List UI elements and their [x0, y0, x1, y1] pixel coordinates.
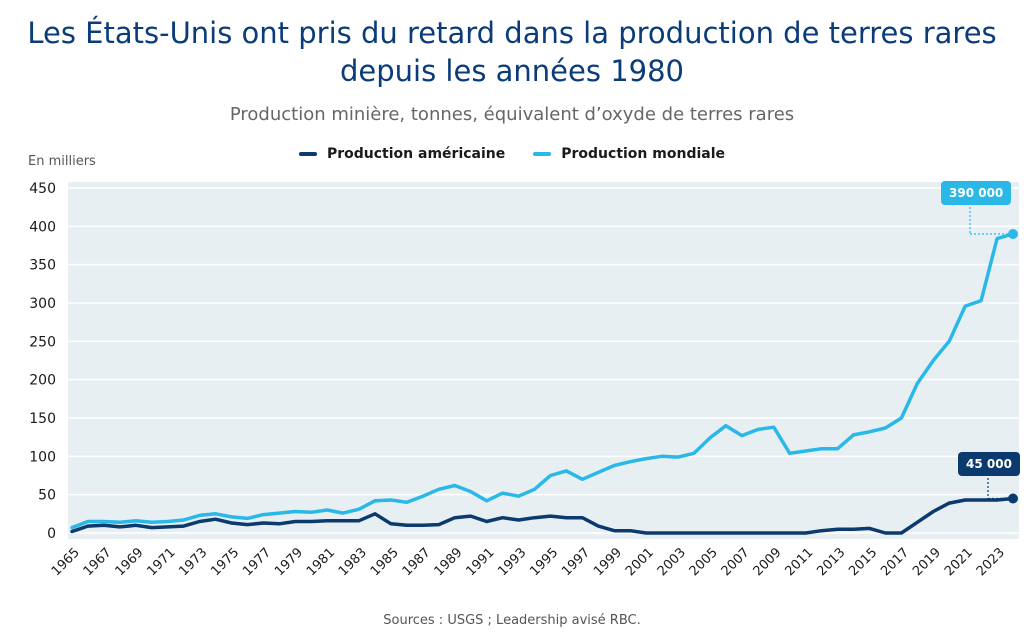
legend: Production américaine Production mondial…	[0, 146, 1024, 162]
x-tick-label-1997: 1997	[559, 545, 593, 579]
x-tick-label-1991: 1991	[463, 545, 497, 579]
x-tick-label-1979: 1979	[272, 545, 306, 579]
x-tick-label-2017: 2017	[878, 545, 912, 579]
x-tick-label-2011: 2011	[782, 545, 816, 579]
chart-title: Les États-Unis ont pris du retard dans l…	[0, 14, 1024, 90]
x-tick-label-1983: 1983	[336, 545, 370, 579]
y-tick-label-100: 100	[29, 449, 56, 465]
legend-swatch-world	[533, 152, 552, 156]
title-line-1: Les États-Unis ont pris du retard dans l…	[27, 16, 997, 50]
x-tick-label-1965: 1965	[49, 545, 83, 579]
x-tick-label-2019: 2019	[910, 545, 944, 579]
legend-item-us: Production américaine	[298, 146, 506, 162]
x-tick-label-2001: 2001	[623, 545, 657, 579]
end-point-us	[1008, 493, 1018, 504]
y-tick-label-250: 250	[29, 334, 56, 350]
series-line-us	[70, 496, 1015, 535]
y-tick-label-300: 300	[29, 296, 56, 312]
chart-subtitle: Production minière, tonnes, équivalent d…	[229, 104, 795, 125]
x-tick-label-1989: 1989	[432, 545, 466, 579]
y-tick-label-0: 0	[47, 526, 56, 542]
x-tick-label-1967: 1967	[81, 545, 115, 579]
x-tick-label-2021: 2021	[942, 545, 976, 579]
x-tick-label-1987: 1987	[400, 545, 434, 579]
y-tick-label-200: 200	[29, 373, 56, 389]
x-tick-label-1981: 1981	[304, 545, 338, 579]
x-tick-label-2013: 2013	[814, 545, 848, 579]
y-unit-label: En milliers	[28, 154, 96, 169]
x-tick-label-2015: 2015	[846, 545, 880, 579]
x-tick-label-2007: 2007	[719, 545, 753, 579]
y-tick-label-150: 150	[29, 411, 56, 427]
legend-label-us: Production américaine	[326, 146, 506, 162]
x-tick-label-1973: 1973	[176, 545, 210, 579]
end-point-world	[1008, 229, 1018, 239]
legend-swatch-us	[298, 152, 317, 156]
y-tick-label-350: 350	[29, 258, 56, 274]
plot-background	[68, 182, 1019, 539]
callout-us-value: 45 000	[958, 452, 1020, 476]
x-tick-label-1975: 1975	[208, 545, 242, 579]
x-tick-label-1999: 1999	[591, 545, 625, 579]
series-line-world	[70, 232, 1015, 530]
callout-world-value: 390 000	[941, 181, 1012, 205]
x-tick-label-2009: 2009	[751, 545, 785, 579]
y-tick-label-400: 400	[29, 219, 56, 235]
x-tick-label-1971: 1971	[145, 545, 179, 579]
x-tick-label-1969: 1969	[113, 545, 147, 579]
legend-item-world: Production mondiale	[533, 146, 725, 162]
y-tick-label-450: 450	[29, 181, 56, 197]
title-line-2: depuis les années 1980	[340, 54, 684, 88]
x-tick-label-2005: 2005	[687, 545, 721, 579]
x-tick-label-2003: 2003	[655, 545, 689, 579]
x-tick-label-1977: 1977	[240, 545, 274, 579]
x-tick-label-1995: 1995	[527, 545, 561, 579]
x-tick-label-2023: 2023	[974, 545, 1008, 579]
legend-label-world: Production mondiale	[561, 146, 726, 162]
source-note: Sources : USGS ; Leadership avisé RBC.	[383, 613, 641, 628]
x-tick-label-1985: 1985	[368, 545, 402, 579]
y-tick-label-50: 50	[38, 488, 56, 504]
x-tick-label-1993: 1993	[495, 545, 529, 579]
